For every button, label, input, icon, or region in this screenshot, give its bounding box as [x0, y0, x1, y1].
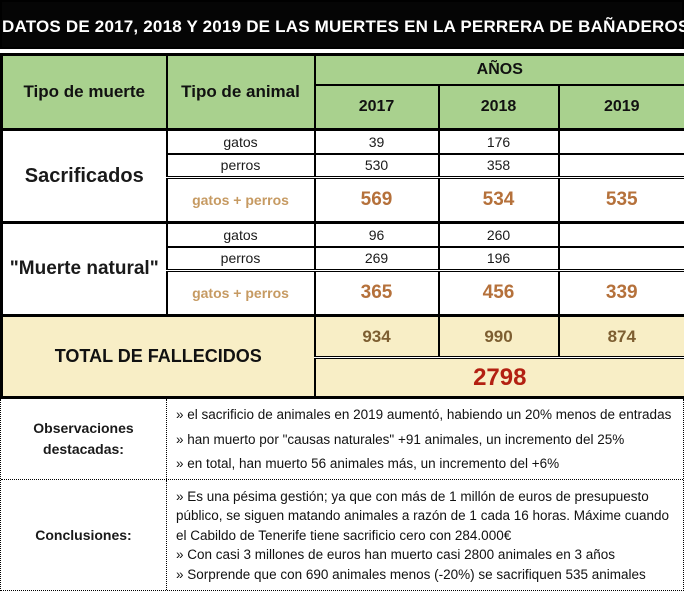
cell-muerte-natural-perros-label: perros [167, 247, 315, 271]
cell-sacrificados-gatos-2018: 176 [439, 130, 559, 154]
conclusion-item: » Sorprende que con 690 animales menos (… [176, 565, 679, 585]
cell-muerte-natural-gatos-2019 [559, 223, 684, 247]
deaths-table: Tipo de muerte Tipo de animal AÑOS 2017 … [0, 53, 684, 399]
cell-sacrificados-subtotal-2018: 534 [439, 178, 559, 223]
cell-muerte-natural-gatos-2018: 260 [439, 223, 559, 247]
section-label-muerte-natural: "Muerte natural" [2, 223, 167, 316]
cell-sacrificados-perros-label: perros [167, 154, 315, 178]
column-header-tipo-animal: Tipo de animal [167, 55, 315, 130]
cell-muerte-natural-gatos-label: gatos [167, 223, 315, 247]
cell-total-2019: 874 [559, 316, 684, 358]
total-label: TOTAL DE FALLECIDOS [2, 316, 315, 398]
cell-sacrificados-perros-2018: 358 [439, 154, 559, 178]
conclusion-item: » Es una pésima gestión; ya que con más … [176, 487, 679, 546]
cell-sacrificados-gatos-2019 [559, 130, 684, 154]
notes-area: Observaciones destacadas: » el sacrifici… [0, 399, 684, 591]
cell-muerte-natural-perros-2018: 196 [439, 247, 559, 271]
column-header-2018: 2018 [439, 85, 559, 130]
cell-total-2018: 990 [439, 316, 559, 358]
cell-grand-total: 2798 [315, 358, 684, 398]
table-row-total-per-year: TOTAL DE FALLECIDOS 934 990 874 [2, 316, 684, 358]
cell-muerte-natural-gatos-2017: 96 [315, 223, 439, 247]
cell-sacrificados-subtotal-2017: 569 [315, 178, 439, 223]
observations-label: Observaciones destacadas: [1, 399, 167, 479]
cell-sacrificados-perros-2017: 530 [315, 154, 439, 178]
cell-sacrificados-gatos-label: gatos [167, 130, 315, 154]
cell-muerte-natural-perros-2017: 269 [315, 247, 439, 271]
cell-total-2017: 934 [315, 316, 439, 358]
cell-muerte-natural-subtotal-2018: 456 [439, 271, 559, 316]
cell-muerte-natural-subtotal-label: gatos + perros [167, 271, 315, 316]
table-row-muerte-natural-gatos: "Muerte natural" gatos 96 260 [2, 223, 684, 247]
cell-muerte-natural-subtotal-2017: 365 [315, 271, 439, 316]
section-label-sacrificados: Sacrificados [2, 130, 167, 223]
observation-item: » han muerto por "causas naturales" +91 … [176, 431, 679, 449]
observation-item: » en total, han muerto 56 animales más, … [176, 455, 679, 473]
conclusion-item: » Con casi 3 millones de euros han muert… [176, 545, 679, 565]
column-group-header-anos: AÑOS [315, 55, 684, 85]
cell-muerte-natural-perros-2019 [559, 247, 684, 271]
conclusions-label: Conclusiones: [1, 480, 167, 591]
column-header-tipo-muerte: Tipo de muerte [2, 55, 167, 130]
table-row-sacrificados-gatos: Sacrificados gatos 39 176 [2, 130, 684, 154]
cell-muerte-natural-subtotal-2019: 339 [559, 271, 684, 316]
conclusions-body: » Es una pésima gestión; ya que con más … [167, 480, 683, 591]
observations-block: Observaciones destacadas: » el sacrifici… [1, 399, 683, 479]
cell-sacrificados-subtotal-label: gatos + perros [167, 178, 315, 223]
cell-sacrificados-subtotal-2019: 535 [559, 178, 684, 223]
page-title: DATOS DE 2017, 2018 Y 2019 DE LAS MUERTE… [0, 0, 684, 49]
conclusions-block: Conclusiones: » Es una pésima gestión; y… [1, 479, 683, 591]
observation-item: » el sacrificio de animales en 2019 aume… [176, 406, 679, 424]
column-header-2019: 2019 [559, 85, 684, 130]
column-header-2017: 2017 [315, 85, 439, 130]
cell-sacrificados-gatos-2017: 39 [315, 130, 439, 154]
cell-sacrificados-perros-2019 [559, 154, 684, 178]
observations-body: » el sacrificio de animales en 2019 aume… [167, 399, 683, 479]
table-header-row-1: Tipo de muerte Tipo de animal AÑOS [2, 55, 684, 85]
